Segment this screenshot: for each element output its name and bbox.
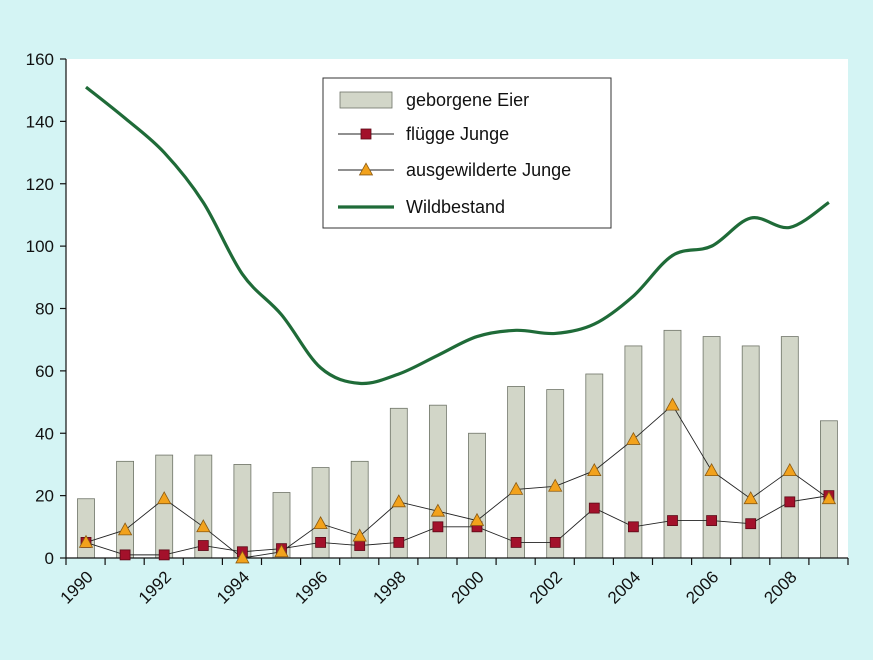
- marker-triangle-1995: [274, 544, 289, 558]
- y-tick-label-120: 120: [26, 175, 54, 194]
- marker-square-2007: [745, 518, 757, 530]
- y-tick-label-60: 60: [35, 362, 54, 381]
- marker-triangle-2002: [548, 478, 563, 492]
- bar-2000: [468, 432, 486, 559]
- markers-layer: [78, 397, 837, 564]
- marker-triangle-2003: [587, 463, 602, 477]
- legend-swatch-bar: [339, 91, 393, 109]
- marker-triangle-2006: [704, 463, 719, 477]
- y-tick-label-40: 40: [35, 424, 54, 443]
- marker-square-2003: [588, 502, 600, 514]
- legend-marker-triangle: [358, 162, 374, 176]
- legend-label-ausgewilderte-junge: ausgewilderte Junge: [406, 160, 571, 180]
- legend-marker-square: [360, 128, 372, 140]
- marker-square-1993: [197, 540, 209, 551]
- bar-2002: [546, 389, 565, 559]
- bar-1994: [233, 464, 252, 559]
- marker-triangle-2008: [782, 463, 797, 477]
- marker-triangle-1994: [235, 550, 250, 564]
- y-tick-label-140: 140: [26, 112, 54, 131]
- bar-1999: [428, 404, 447, 559]
- marker-triangle-1991: [117, 522, 133, 536]
- marker-square-1997: [354, 540, 366, 551]
- bar-2009: [820, 420, 838, 559]
- legend-label-wildbestand: Wildbestand: [406, 197, 505, 217]
- marker-triangle-2009: [821, 491, 837, 505]
- y-tick-label-100: 100: [26, 237, 54, 256]
- bar-2001: [507, 386, 526, 559]
- bar-1992: [155, 454, 174, 559]
- marker-square-1996: [315, 537, 327, 548]
- marker-square-2005: [667, 515, 678, 526]
- marker-square-2001: [510, 537, 522, 548]
- marker-square-1998: [393, 537, 405, 548]
- line-fluegge-junge: [85, 495, 829, 556]
- marker-square-1991: [119, 549, 131, 561]
- legend-label-fluegge-junge: flügge Junge: [406, 124, 509, 144]
- bar-1998: [389, 407, 408, 559]
- marker-triangle-1990: [78, 534, 94, 548]
- marker-square-2008: [784, 496, 796, 508]
- marker-square-1999: [432, 521, 444, 533]
- marker-triangle-2007: [743, 491, 758, 505]
- marker-square-2006: [706, 515, 717, 526]
- marker-triangle-2001: [508, 481, 524, 495]
- y-tick-label-160: 160: [26, 50, 54, 69]
- marker-triangle-1996: [313, 516, 328, 530]
- marker-triangle-1998: [391, 494, 406, 508]
- marker-triangle-1999: [430, 503, 446, 517]
- marker-triangle-2004: [626, 431, 641, 445]
- y-tick-label-20: 20: [35, 487, 54, 506]
- marker-triangle-1992: [157, 491, 172, 505]
- marker-square-2004: [628, 521, 639, 533]
- marker-square-2002: [549, 537, 561, 548]
- marker-triangle-1997: [352, 528, 367, 542]
- bar-1990: [77, 498, 95, 559]
- bar-2008: [780, 336, 799, 559]
- line-wildbestand: [85, 85, 830, 386]
- y-tick-label-0: 0: [45, 549, 54, 568]
- legend-label-geborgene-eier: geborgene Eier: [406, 90, 529, 110]
- marker-square-1992: [158, 549, 170, 561]
- marker-triangle-2005: [665, 397, 680, 411]
- marker-triangle-1993: [196, 519, 211, 533]
- legend: geborgene Eier flügge Junge ausgewildert…: [322, 77, 612, 229]
- bar-1991: [116, 460, 134, 559]
- marker-triangle-2000: [469, 512, 485, 526]
- y-tick-label-80: 80: [35, 300, 54, 319]
